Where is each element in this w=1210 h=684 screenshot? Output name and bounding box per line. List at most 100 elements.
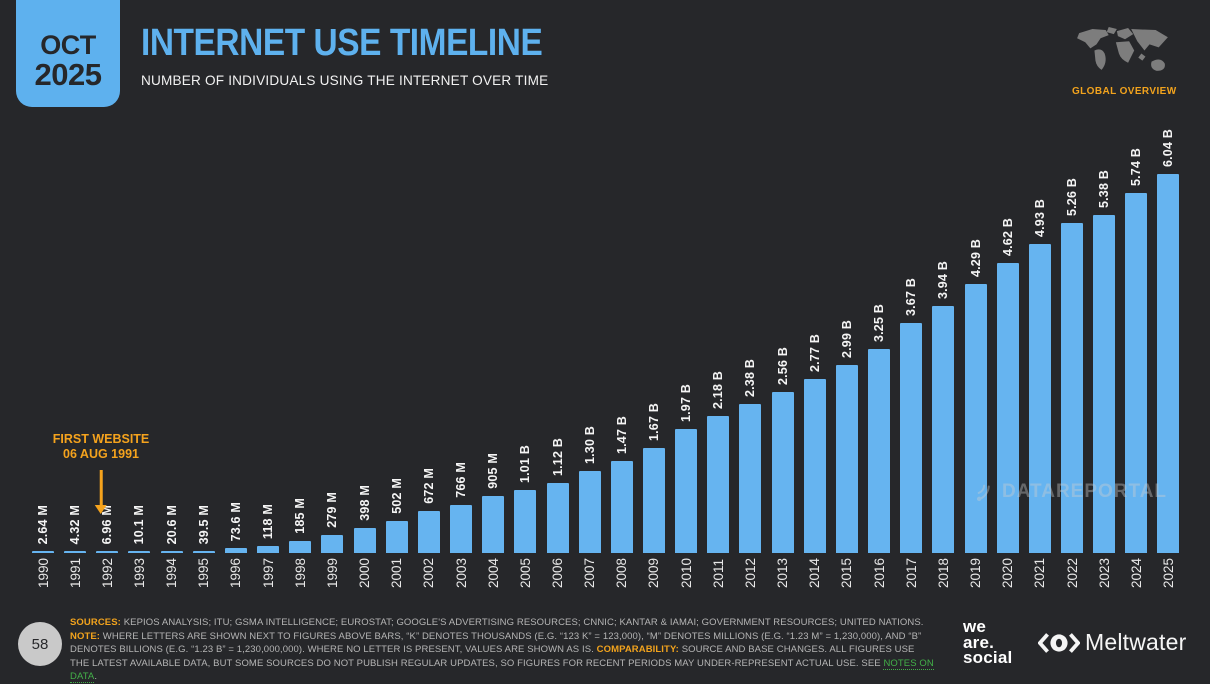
bar-value-label: 2.64 M xyxy=(36,504,50,544)
bar xyxy=(642,448,665,553)
bar-value-label: 4.93 B xyxy=(1032,198,1047,237)
bar-column: 672 M xyxy=(417,468,440,553)
bar xyxy=(257,546,280,553)
bar-value-label: 1.97 B xyxy=(679,383,694,422)
bar-column: 1.01 B xyxy=(514,445,537,553)
bar-column: 5.26 B xyxy=(1061,178,1083,553)
page-number-badge: 58 xyxy=(18,622,62,666)
bar-column: 4.62 B xyxy=(996,217,1019,553)
bar xyxy=(64,551,87,553)
bar-value-label: 2.77 B xyxy=(807,333,822,372)
year-tick: 2003 xyxy=(453,558,469,589)
bar-column: 1.47 B xyxy=(610,415,633,553)
bar xyxy=(1028,244,1051,553)
bar-value-label: 1.47 B xyxy=(614,415,629,454)
year-tick: 1999 xyxy=(324,558,340,589)
footer-note-segment: KEPIOS ANALYSIS; ITU; GSMA INTELLIGENCE;… xyxy=(120,617,924,628)
year-tick: 1993 xyxy=(131,558,147,589)
bar xyxy=(610,461,633,553)
chart-bars: 2.64 M 4.32 M 6.96 M 10.1 M 20.6 M 39.5 M 73.6… xyxy=(32,129,1180,553)
year-tick: 2017 xyxy=(903,558,919,589)
year-tick: 2016 xyxy=(871,558,887,589)
year-tick: 2021 xyxy=(1032,558,1048,589)
bar xyxy=(835,365,858,553)
bar xyxy=(128,551,151,553)
bar-value-label: 39.5 M xyxy=(196,504,211,544)
bar-column: 766 M xyxy=(450,462,473,553)
year-tick: 2019 xyxy=(968,558,984,589)
year-tick: 2012 xyxy=(742,558,758,589)
bar-value-label: 3.25 B xyxy=(872,303,887,342)
bar xyxy=(964,284,987,553)
year-tick: 1997 xyxy=(260,558,276,589)
bar-column: 3.94 B xyxy=(932,260,955,553)
bar-column: 4.29 B xyxy=(964,238,987,553)
bar xyxy=(450,505,473,553)
bar-column: 118 M xyxy=(257,503,280,553)
bar-column: 502 M xyxy=(385,478,408,553)
year-tick: 1994 xyxy=(164,558,180,589)
bar xyxy=(224,548,247,553)
bar-column: 5.38 B xyxy=(1093,169,1116,553)
bar xyxy=(932,306,955,553)
bar xyxy=(803,379,826,553)
page-title: INTERNET USE TIMELINE xyxy=(141,22,543,64)
bar-value-label: 766 M xyxy=(454,462,469,498)
year-tick: 1995 xyxy=(196,558,212,589)
footer-note: SOURCES: KEPIOS ANALYSIS; ITU; GSMA INTE… xyxy=(70,616,934,684)
bar-value-label: 4.62 B xyxy=(1000,217,1015,256)
year-tick: 2013 xyxy=(775,558,791,589)
year-tick: 2002 xyxy=(421,558,437,589)
year-tick: 1998 xyxy=(292,558,308,589)
date-badge-month: OCT xyxy=(40,29,96,60)
bar xyxy=(739,404,762,553)
year-tick: 1991 xyxy=(67,558,83,589)
bar-value-label: 2.56 B xyxy=(775,346,790,385)
bar xyxy=(996,263,1019,553)
was-line-2: are. xyxy=(963,632,995,652)
year-tick: 2018 xyxy=(935,558,951,589)
annotation-line2: 06 AUG 1991 xyxy=(63,447,139,461)
footer-note-segment: SOURCE AND BASE CHANGES. ALL FIGURES USE… xyxy=(70,644,915,669)
bar-column: 2.77 B xyxy=(803,333,826,553)
bar-column: 20.6 M xyxy=(160,504,183,553)
bar-column: 2.64 M xyxy=(32,505,54,553)
bar-value-label: 3.94 B xyxy=(936,260,951,299)
bar-value-label: 279 M xyxy=(325,492,340,528)
bar xyxy=(1157,174,1180,553)
bar-value-label: 398 M xyxy=(357,485,372,521)
bar-value-label: 20.6 M xyxy=(164,504,179,544)
bar-column: 10.1 M xyxy=(128,505,151,553)
bar xyxy=(578,471,601,553)
bar-column: 279 M xyxy=(321,492,344,553)
bar-column: 398 M xyxy=(353,485,376,553)
first-website-annotation: FIRST WEBSITE 06 AUG 1991 xyxy=(53,432,149,514)
bar-column: 1.30 B xyxy=(578,426,601,553)
footer-note-segment: SOURCES: xyxy=(70,617,121,628)
bar-column: 39.5 M xyxy=(192,504,215,553)
bar xyxy=(160,551,183,553)
bar xyxy=(192,551,215,553)
bar-value-label: 6.04 B xyxy=(1161,128,1176,167)
bar-column: 4.32 M xyxy=(64,505,87,553)
global-overview-label: GLOBAL OVERVIEW xyxy=(1072,86,1177,97)
bar xyxy=(385,521,408,553)
title-block: INTERNET USE TIMELINE NUMBER OF INDIVIDU… xyxy=(141,22,597,88)
bar-value-label: 5.38 B xyxy=(1097,169,1112,208)
bar-value-label: 4.29 B xyxy=(968,238,983,277)
bar-value-label: 118 M xyxy=(261,503,276,539)
was-line-1: we xyxy=(963,617,987,636)
bar xyxy=(321,535,344,553)
year-tick: 2001 xyxy=(389,558,405,589)
bar-value-label: 185 M xyxy=(293,498,308,534)
year-tick: 1990 xyxy=(35,558,51,589)
year-tick: 2006 xyxy=(550,558,565,589)
page-number: 58 xyxy=(31,635,49,653)
bar-value-label: 1.67 B xyxy=(646,402,661,441)
meltwater-logo: Meltwater xyxy=(1038,629,1187,656)
bar xyxy=(514,490,537,553)
notes-on-data-link[interactable]: NOTES ON DATA xyxy=(70,657,934,683)
year-tick: 2020 xyxy=(1000,558,1016,589)
year-tick: 2009 xyxy=(646,558,662,589)
year-tick: 2022 xyxy=(1064,558,1080,589)
